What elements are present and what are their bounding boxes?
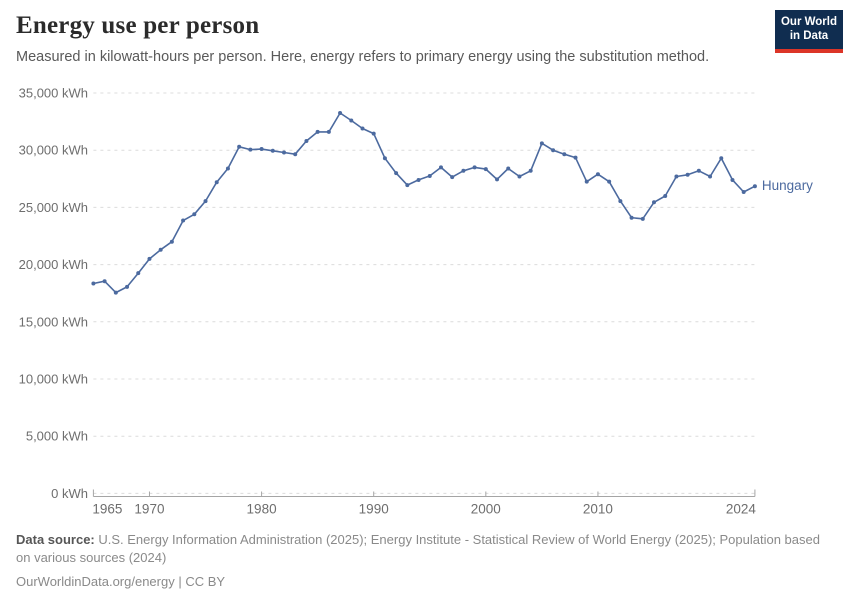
data-point[interactable] xyxy=(394,171,399,176)
chart-header: Energy use per person Measured in kilowa… xyxy=(16,12,756,65)
x-axis-tick-label: 2010 xyxy=(583,502,613,517)
data-point[interactable] xyxy=(113,290,118,295)
y-axis-tick-label: 0 kWh xyxy=(51,486,88,501)
data-point[interactable] xyxy=(371,131,376,136)
x-axis-tick-label: 1980 xyxy=(247,502,277,517)
data-point[interactable] xyxy=(607,179,612,184)
data-point[interactable] xyxy=(652,200,656,205)
y-axis-tick-label: 20,000 kWh xyxy=(19,257,88,272)
page-title: Energy use per person xyxy=(16,12,260,39)
data-point[interactable] xyxy=(360,126,365,131)
data-point[interactable] xyxy=(663,193,668,198)
data-point[interactable] xyxy=(506,166,511,171)
data-point[interactable] xyxy=(349,118,354,123)
data-point[interactable] xyxy=(708,174,713,179)
data-point[interactable] xyxy=(640,216,645,221)
data-point[interactable] xyxy=(237,144,242,149)
data-point[interactable] xyxy=(326,129,331,134)
data-point[interactable] xyxy=(730,177,735,182)
x-axis-tick-label: 1990 xyxy=(359,502,389,517)
chart-subtitle: Measured in kilowatt-hours per person. H… xyxy=(16,49,710,65)
data-point[interactable] xyxy=(472,165,477,170)
data-point[interactable] xyxy=(405,183,410,188)
data-point[interactable] xyxy=(595,172,600,177)
data-source-note: Data source: U.S. Energy Information Adm… xyxy=(16,531,821,567)
y-axis-tick-label: 30,000 kWh xyxy=(19,143,88,158)
data-point[interactable] xyxy=(270,148,275,153)
y-axis-tick-label: 15,000 kWh xyxy=(19,314,88,329)
data-point[interactable] xyxy=(192,212,197,217)
data-point[interactable] xyxy=(685,172,690,177)
data-point[interactable] xyxy=(147,256,152,261)
data-point[interactable] xyxy=(719,156,724,161)
data-point[interactable] xyxy=(203,199,208,204)
data-point[interactable] xyxy=(416,177,421,182)
data-source-label: Data source: xyxy=(16,532,95,547)
data-point[interactable] xyxy=(495,177,500,182)
data-point[interactable] xyxy=(483,167,488,172)
data-point[interactable] xyxy=(293,152,298,157)
x-axis-tick-label: 1965 xyxy=(92,502,122,517)
data-point[interactable] xyxy=(282,150,287,155)
data-point[interactable] xyxy=(169,239,174,244)
data-point[interactable] xyxy=(136,271,141,276)
hungary-line[interactable] xyxy=(93,112,756,294)
data-point[interactable] xyxy=(674,174,679,179)
data-point[interactable] xyxy=(304,139,309,144)
x-axis-tick-label: 2024 xyxy=(726,502,757,517)
data-point[interactable] xyxy=(427,173,432,178)
data-point[interactable] xyxy=(102,279,107,284)
data-point[interactable] xyxy=(181,218,186,223)
owid-logo-line2: in Data xyxy=(789,29,829,42)
chart-footer: Data source: U.S. Energy Information Adm… xyxy=(16,531,821,591)
data-point[interactable] xyxy=(382,156,387,161)
data-point[interactable] xyxy=(225,166,230,171)
data-point[interactable] xyxy=(528,168,533,173)
data-point[interactable] xyxy=(259,147,264,152)
data-point[interactable] xyxy=(315,129,320,134)
y-axis-tick-label: 35,000 kWh xyxy=(19,86,88,101)
owid-link[interactable]: OurWorldinData.org/energy | CC BY xyxy=(16,574,226,589)
data-point[interactable] xyxy=(158,247,163,252)
y-axis-tick-label: 10,000 kWh xyxy=(19,372,88,387)
data-point[interactable] xyxy=(584,179,589,184)
data-point[interactable] xyxy=(91,281,96,286)
data-point[interactable] xyxy=(539,141,544,146)
data-point[interactable] xyxy=(573,155,578,160)
data-point[interactable] xyxy=(562,152,567,157)
owid-logo[interactable]: Our World in Data xyxy=(775,10,843,53)
data-point[interactable] xyxy=(752,184,757,189)
data-point[interactable] xyxy=(438,165,443,170)
data-point[interactable] xyxy=(248,147,253,152)
data-point[interactable] xyxy=(741,189,746,194)
data-point[interactable] xyxy=(696,168,701,173)
x-axis-tick-label: 1970 xyxy=(134,502,164,517)
data-point[interactable] xyxy=(461,168,466,173)
data-point[interactable] xyxy=(338,111,343,116)
data-point[interactable] xyxy=(214,180,219,185)
y-axis-tick-label: 5,000 kWh xyxy=(26,429,88,444)
data-point[interactable] xyxy=(618,199,623,204)
owid-logo-line1: Our World xyxy=(780,16,837,28)
x-axis-tick-label: 2000 xyxy=(471,502,501,517)
data-point[interactable] xyxy=(450,175,455,180)
data-point[interactable] xyxy=(551,148,556,153)
data-point[interactable] xyxy=(629,215,634,220)
data-point[interactable] xyxy=(125,284,130,289)
data-source-text: U.S. Energy Information Administration (… xyxy=(16,532,820,565)
y-axis-tick-label: 25,000 kWh xyxy=(19,200,88,215)
data-point[interactable] xyxy=(517,174,522,179)
series-label-hungary[interactable]: Hungary xyxy=(762,178,813,193)
